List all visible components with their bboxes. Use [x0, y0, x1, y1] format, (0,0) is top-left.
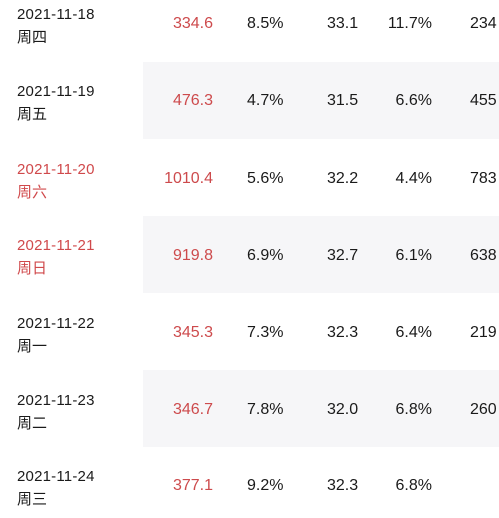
row-weekday: 周五 [17, 106, 48, 123]
date-cell [0, 62, 143, 139]
row-value-4: 6.6% [395, 92, 432, 109]
table-row[interactable]: 2021-11-18 周四 334.6 8.5% 33.1 11.7% 234 [0, 0, 499, 62]
date-cell [0, 139, 143, 216]
row-value-1: 377.1 [172, 477, 213, 494]
row-date: 2021-11-20 [17, 161, 95, 178]
date-cell [0, 216, 143, 293]
row-weekday: 周四 [17, 29, 48, 46]
values-cell-group [143, 139, 499, 216]
row-value-4: 11.7% [387, 15, 432, 32]
row-weekday: 周六 [17, 184, 48, 201]
row-value-1: 919.8 [172, 247, 213, 264]
row-value-3: 32.3 [327, 324, 359, 341]
row-date: 2021-11-24 [17, 468, 95, 485]
values-cell-group [143, 62, 499, 139]
row-value-2: 7.8% [247, 401, 284, 418]
date-cell [0, 447, 143, 518]
row-weekday: 周一 [17, 338, 48, 355]
values-cell-group [143, 370, 499, 447]
table-row[interactable]: 2021-11-24 周三 377.1 9.2% 32.3 6.8% [0, 447, 499, 518]
values-cell-group [143, 0, 499, 62]
row-value-3: 32.3 [327, 477, 359, 494]
table-row[interactable]: 2021-11-21 周日 919.8 6.9% 32.7 6.1% 638 [0, 216, 499, 293]
row-weekday: 周三 [17, 491, 48, 508]
row-value-5: 260 [470, 401, 497, 418]
row-value-3: 32.7 [327, 247, 359, 264]
row-value-4: 6.8% [395, 477, 432, 494]
table-row[interactable]: 2021-11-23 周二 346.7 7.8% 32.0 6.8% 260 [0, 370, 499, 447]
row-value-5: 234 [470, 15, 497, 32]
row-value-5: 455 [470, 92, 497, 109]
values-cell-group [143, 447, 499, 518]
row-value-2: 7.3% [247, 324, 284, 341]
date-cell [0, 0, 143, 62]
row-value-1: 1010.4 [164, 170, 213, 187]
row-value-5: 638 [470, 247, 497, 264]
row-value-4: 6.8% [395, 401, 432, 418]
row-value-2: 9.2% [247, 477, 284, 494]
row-value-3: 31.5 [327, 92, 359, 109]
row-weekday: 周二 [17, 415, 48, 432]
row-date: 2021-11-23 [17, 392, 95, 409]
row-value-1: 346.7 [172, 401, 213, 418]
row-value-4: 6.1% [395, 247, 432, 264]
row-value-5: 219 [470, 324, 497, 341]
row-value-3: 32.2 [327, 170, 359, 187]
row-value-1: 345.3 [172, 324, 213, 341]
row-value-4: 4.4% [395, 170, 432, 187]
row-value-1: 334.6 [172, 15, 213, 32]
row-date: 2021-11-21 [17, 237, 95, 254]
row-value-4: 6.4% [395, 324, 432, 341]
row-weekday: 周日 [17, 260, 48, 277]
row-value-1: 476.3 [172, 92, 213, 109]
table-row[interactable]: 2021-11-19 周五 476.3 4.7% 31.5 6.6% 455 [0, 62, 499, 139]
row-value-2: 4.7% [247, 92, 284, 109]
row-value-3: 33.1 [327, 15, 359, 32]
row-date: 2021-11-19 [17, 83, 95, 100]
row-value-3: 32.0 [327, 401, 359, 418]
row-date: 2021-11-18 [17, 6, 95, 23]
table-row[interactable]: 2021-11-22 周一 345.3 7.3% 32.3 6.4% 219 [0, 293, 499, 370]
date-cell [0, 370, 143, 447]
row-value-2: 5.6% [247, 170, 284, 187]
row-value-2: 6.9% [247, 247, 284, 264]
values-cell-group [143, 293, 499, 370]
values-cell-group [143, 216, 499, 293]
row-value-5: 783 [470, 170, 497, 187]
row-date: 2021-11-22 [17, 315, 95, 332]
date-cell [0, 293, 143, 370]
row-value-2: 8.5% [247, 15, 284, 32]
table-row[interactable]: 2021-11-20 周六 1010.4 5.6% 32.2 4.4% 783 [0, 139, 499, 216]
